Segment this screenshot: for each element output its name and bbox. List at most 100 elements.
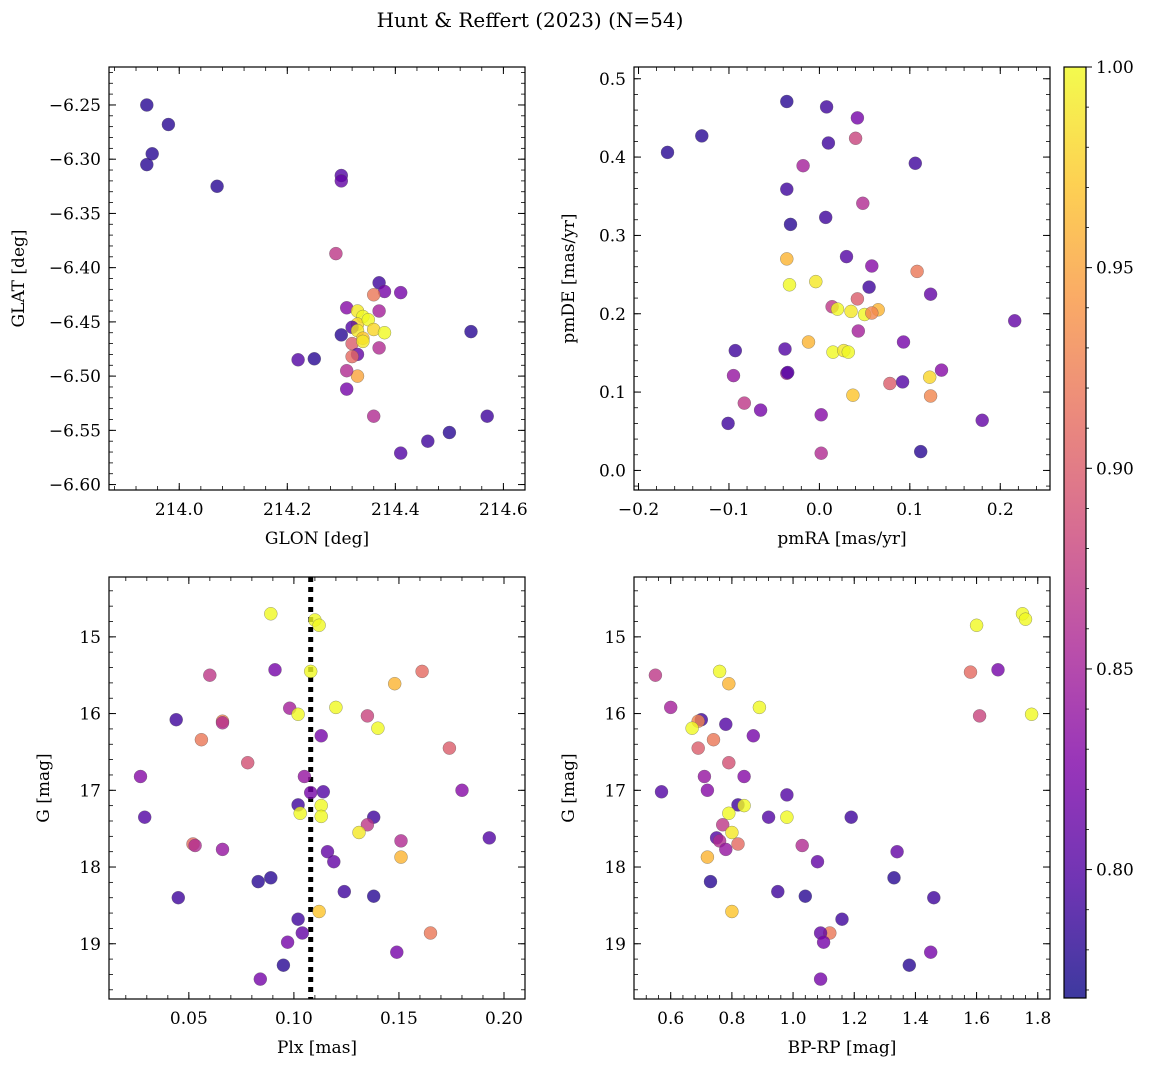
data-point [719,717,733,732]
data-point [372,304,386,318]
data-point [726,368,741,383]
y-axis-label: G [mag] [34,753,54,822]
data-point [455,783,469,798]
y-tick-label: 0.4 [599,148,626,168]
data-point [356,334,370,349]
data-point [846,388,860,402]
data-point [291,912,305,926]
data-point [482,831,497,845]
data-point [922,370,937,384]
data-point [752,700,767,715]
data-point [721,416,735,431]
data-point [188,838,202,853]
data-point [890,844,904,859]
data-point [691,741,705,755]
data-point [814,446,828,460]
data-point [746,729,761,743]
x-tick-label: 0.15 [380,1009,418,1029]
x-tick-label: −0.1 [708,500,749,520]
x-tick-label: 0.1 [896,500,923,520]
data-point [913,444,928,459]
data-point [963,665,978,679]
x-tick-label: 0.20 [485,1009,523,1029]
data-point [725,904,739,919]
y-tick-label: −6.45 [49,313,101,333]
panel-plx-g: 0.05 0.10 0.15 0.20 15 16 17 18 19 Plx [mas] G [ma… [34,576,526,1058]
data-point [722,676,736,691]
data-point [848,131,863,146]
y-tick-label: 0.1 [599,383,626,403]
y-tick-label: 0.3 [599,226,626,246]
data-point [801,335,816,349]
data-point [883,376,897,391]
y-tick-label: −6.35 [49,204,101,224]
data-point [722,806,736,821]
data-point [814,408,828,422]
data-point [171,890,186,905]
data-point [291,353,305,367]
data-point [1024,707,1039,722]
x-tick-label: 1.6 [963,1009,990,1029]
y-tick-label: 0.2 [599,305,626,325]
data-point [312,904,326,919]
data-point [923,389,938,403]
x-tick-label: 0.10 [275,1009,313,1029]
axes-frame [108,576,526,1000]
x-tick-label: 1.2 [841,1009,868,1029]
y-axis-label: G [mag] [559,753,579,822]
x-tick-label: 1.0 [780,1009,807,1029]
axes-frame [633,576,1051,1000]
data-point [712,664,727,679]
data-point [393,285,408,300]
data-point [700,783,715,798]
data-point [264,607,278,621]
data-point [887,871,901,885]
x-axis-label: BP-RP [mag] [788,1038,897,1058]
x-tick-label: 0.0 [806,500,833,520]
x-tick-label: 214.4 [371,500,420,520]
data-point [387,676,402,691]
data-point [780,182,794,196]
x-axis-label: Plx [mas] [277,1038,357,1058]
data-point [865,306,879,320]
data-point [700,850,715,864]
data-point [896,335,911,349]
data-point [1018,612,1033,626]
x-tick-label: 214.6 [479,500,528,520]
data-point [334,328,349,342]
data-point [320,844,335,859]
y-tick-label: 17 [79,781,101,801]
data-point [821,136,836,150]
data-point [337,884,352,899]
data-point [780,788,794,802]
x-tick-label: 1.8 [1024,1009,1051,1029]
data-point [798,889,813,903]
colorbar-gradient [1063,66,1087,999]
data-point [795,838,809,853]
data-point [312,618,326,633]
data-point [782,278,797,292]
data-point [423,926,438,940]
y-axis-label: GLAT [deg] [9,229,29,327]
data-point [850,111,865,125]
data-point [695,129,709,143]
data-point [352,825,366,840]
data-point [780,365,795,380]
data-point [145,147,159,161]
data-point [816,935,831,949]
data-point [927,890,941,905]
data-point [415,664,429,679]
x-tick-label: 0.2 [987,500,1014,520]
data-point [810,854,825,869]
data-point [991,663,1005,677]
data-point [809,274,823,289]
data-point [783,217,798,232]
data-point [314,809,328,824]
data-point [697,769,712,784]
data-point [329,246,343,261]
y-tick-label: 19 [79,935,101,955]
data-point [372,341,386,355]
data-point [818,210,833,225]
data-point [140,157,154,172]
y-tick-label: −6.25 [49,96,101,116]
